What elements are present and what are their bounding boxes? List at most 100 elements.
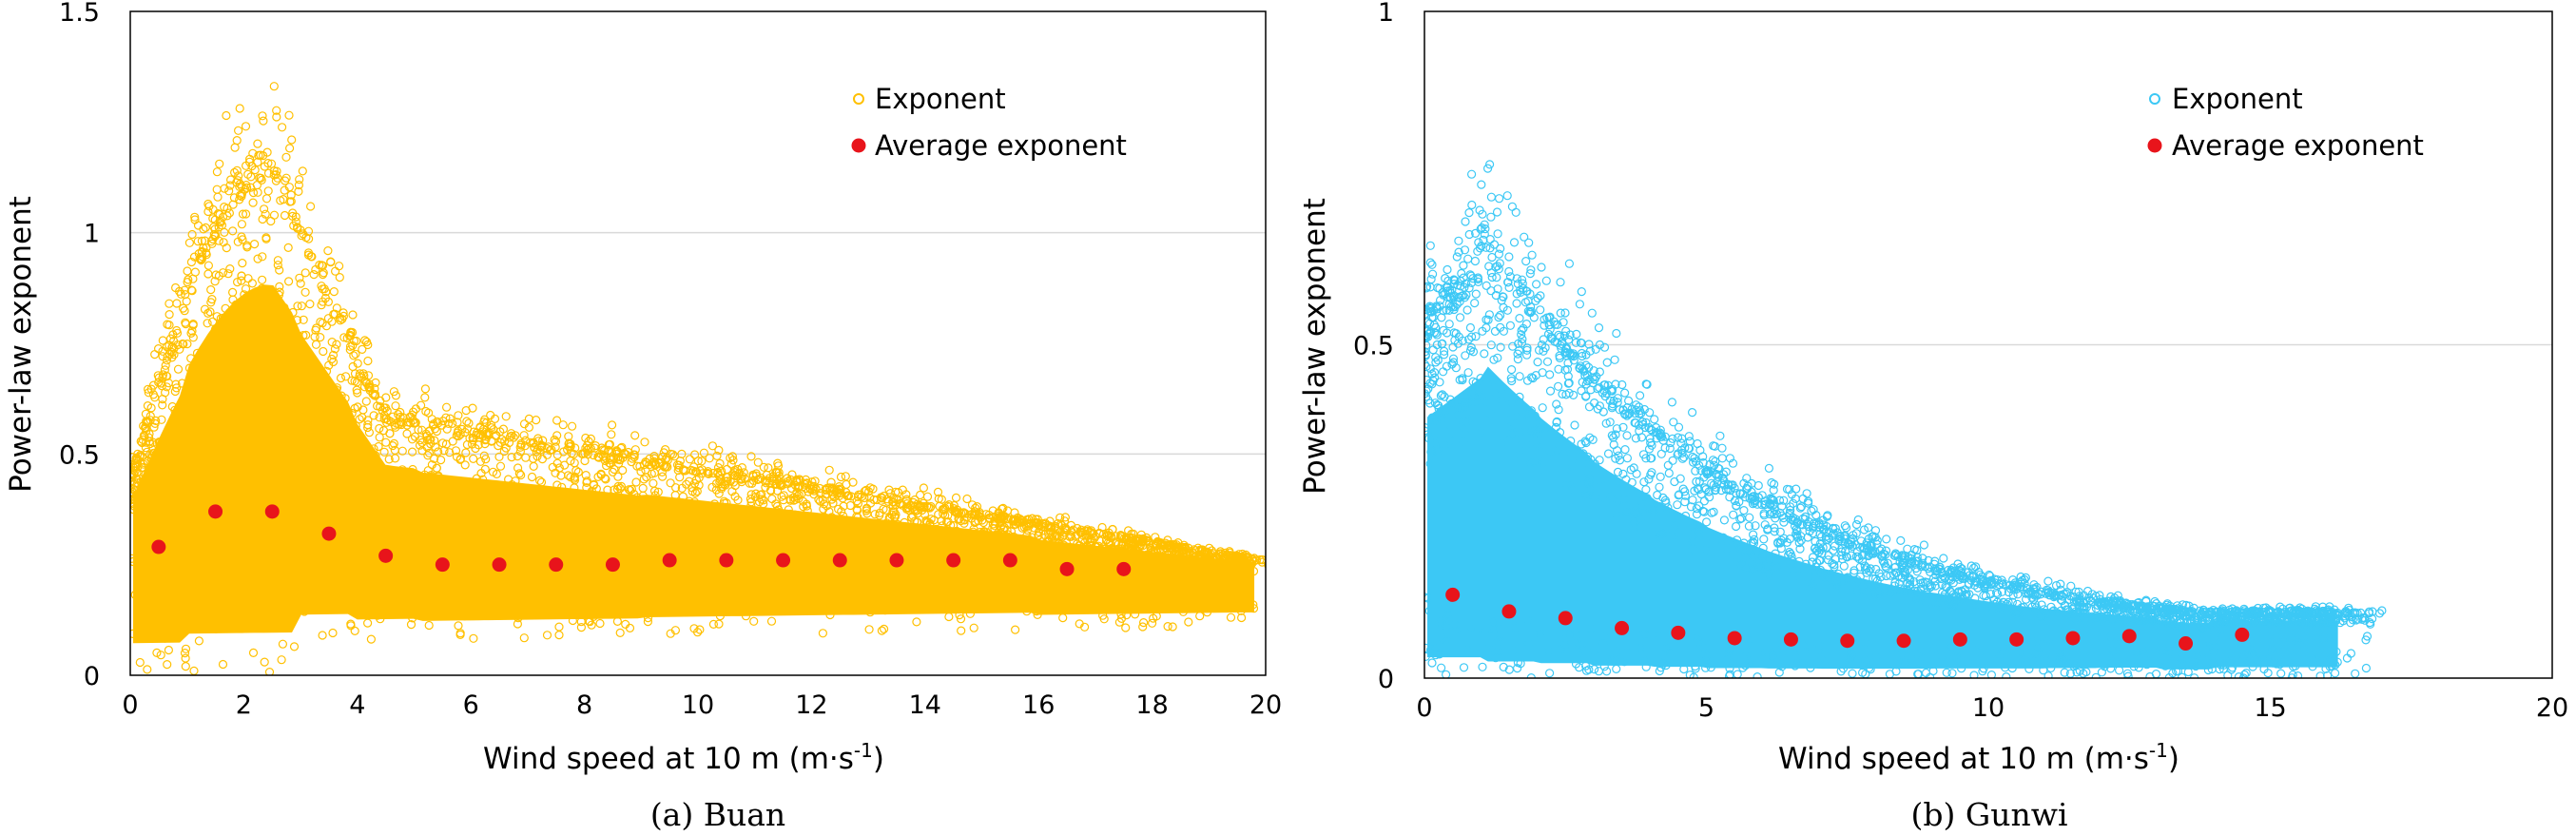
exponent-point xyxy=(865,608,875,617)
exponent-point xyxy=(273,261,282,270)
exponent-point xyxy=(2007,663,2017,673)
exponent-point xyxy=(1561,641,1571,651)
exponent-point xyxy=(1121,623,1131,632)
exponent-point xyxy=(931,596,940,606)
exponent-point xyxy=(1838,577,1848,587)
exponent-point xyxy=(1866,564,1875,574)
exponent-point xyxy=(757,495,766,504)
exponent-point xyxy=(1523,638,1534,649)
exponent-point xyxy=(444,418,454,428)
exponent-point xyxy=(1146,590,1155,600)
exponent-point xyxy=(2136,615,2145,625)
exponent-point xyxy=(2082,667,2091,677)
exponent-point xyxy=(234,334,243,343)
exponent-point xyxy=(1645,434,1655,443)
exponent-point xyxy=(1573,638,1582,649)
exponent-point xyxy=(1523,616,1534,626)
exponent-point xyxy=(486,410,495,420)
exponent-point xyxy=(1848,669,1857,678)
exponent-point xyxy=(278,123,287,132)
exponent-point xyxy=(879,624,889,634)
exponent-point xyxy=(163,659,172,670)
exponent-point xyxy=(2325,632,2334,642)
exponent-point xyxy=(1023,536,1034,546)
exponent-point xyxy=(490,593,499,602)
exponent-point xyxy=(1022,571,1032,580)
exponent-point xyxy=(1523,306,1533,316)
exponent-point xyxy=(1514,339,1523,348)
exponent-point xyxy=(330,546,339,556)
exponent-point xyxy=(2342,653,2352,663)
exponent-point xyxy=(234,126,243,135)
exponent-point xyxy=(737,510,746,519)
exponent-point xyxy=(1037,542,1048,552)
exponent-point xyxy=(1746,548,1755,557)
exponent-point xyxy=(464,418,474,428)
exponent-point xyxy=(2300,612,2310,623)
exponent-point xyxy=(1694,637,1703,647)
exponent-point xyxy=(391,391,400,400)
exponent-point xyxy=(165,299,174,308)
exponent-point xyxy=(1041,585,1052,594)
exponent-point xyxy=(513,463,523,473)
exponent-point xyxy=(562,589,571,598)
exponent-point xyxy=(1613,467,1623,476)
exponent-point xyxy=(1079,622,1090,632)
exponent-point xyxy=(618,465,628,476)
exponent-point xyxy=(2288,671,2297,678)
exponent-point xyxy=(690,467,701,476)
exponent-point xyxy=(2099,605,2108,614)
exponent-point xyxy=(1736,514,1746,523)
exponent-point xyxy=(2192,613,2201,623)
exponent-point xyxy=(2289,652,2298,662)
exponent-point xyxy=(1561,480,1572,490)
exponent-point xyxy=(147,450,157,459)
exponent-point xyxy=(1193,554,1203,563)
exponent-point xyxy=(1987,577,1997,588)
exponent-point xyxy=(2218,632,2227,641)
exponent-point xyxy=(173,364,184,374)
exponent-point xyxy=(815,483,824,494)
exponent-point xyxy=(591,502,602,512)
exponent-point xyxy=(2060,668,2069,677)
exponent-point xyxy=(772,479,782,489)
exponent-point xyxy=(134,474,144,483)
exponent-point xyxy=(915,490,925,500)
exponent-point xyxy=(1161,538,1171,548)
exponent-point xyxy=(969,623,978,632)
exponent-point xyxy=(359,371,369,380)
exponent-point xyxy=(779,496,788,505)
exponent-point xyxy=(1753,672,1762,678)
exponent-point xyxy=(2027,656,2037,666)
exponent-point xyxy=(148,380,158,390)
exponent-point xyxy=(442,402,452,412)
exponent-point xyxy=(1976,647,1985,657)
exponent-point xyxy=(1594,667,1604,676)
average-exponent-point xyxy=(378,548,394,563)
exponent-point xyxy=(222,110,231,121)
exponent-point xyxy=(1612,424,1622,434)
exponent-point xyxy=(1424,651,1430,661)
exponent-point xyxy=(721,510,730,519)
exponent-point xyxy=(1577,386,1586,396)
exponent-point xyxy=(1837,551,1847,560)
exponent-point xyxy=(1635,391,1645,400)
exponent-point xyxy=(1424,361,1431,372)
exponent-point xyxy=(1515,314,1524,323)
exponent-point xyxy=(569,503,578,513)
exponent-point xyxy=(316,395,325,405)
exponent-point xyxy=(1717,454,1727,463)
exponent-point xyxy=(1431,413,1442,422)
exponent-point xyxy=(1663,460,1673,470)
exponent-point xyxy=(395,483,404,494)
exponent-point xyxy=(1975,601,1985,611)
exponent-point xyxy=(1510,435,1520,444)
exponent-point xyxy=(500,437,510,446)
exponent-point xyxy=(677,483,687,493)
exponent-point xyxy=(546,607,555,617)
exponent-point xyxy=(1739,505,1749,515)
exponent-point xyxy=(825,486,835,496)
exponent-point xyxy=(1042,605,1052,614)
exponent-point xyxy=(1675,528,1684,537)
exponent-point xyxy=(1169,549,1178,558)
